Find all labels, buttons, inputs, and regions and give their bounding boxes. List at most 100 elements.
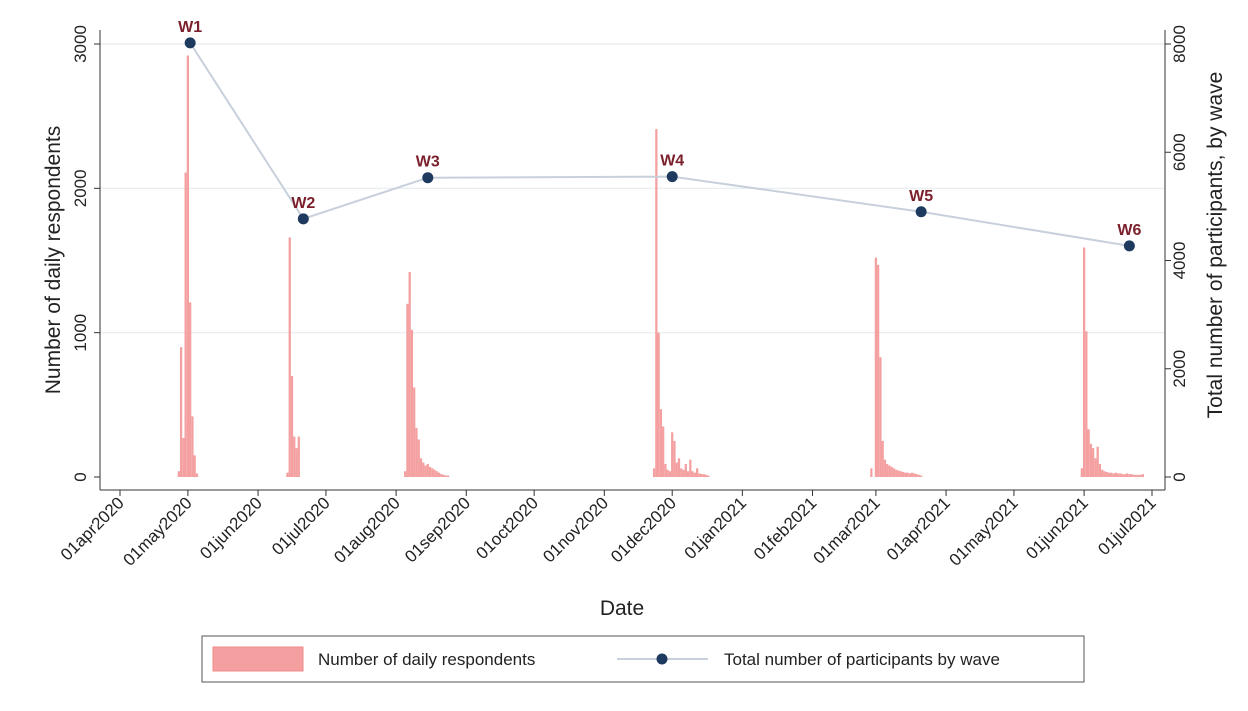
bar-2021-03-13 bbox=[901, 471, 905, 477]
wave-line-group: W1 W2 W3 W4 W5 W6 bbox=[178, 19, 1141, 252]
bar-2021-06-13 bbox=[1110, 472, 1113, 477]
bar-2020-12-01 bbox=[671, 432, 674, 477]
bar-2020-08-17 bbox=[431, 468, 434, 477]
bar-2020-12-03 bbox=[675, 462, 678, 477]
bar-2020-08-11 bbox=[417, 439, 420, 477]
bar-2020-12-14 bbox=[700, 474, 703, 477]
bar-2021-06-15 bbox=[1114, 472, 1117, 477]
wave-marker-W2 bbox=[297, 213, 309, 225]
legend-label-bar: Number of daily respondents bbox=[318, 650, 535, 669]
bar-2020-11-23 bbox=[652, 468, 656, 477]
bar-2021-06-12 bbox=[1107, 472, 1111, 477]
bar-2021-06-27 bbox=[1141, 474, 1145, 477]
bar-2020-12-07 bbox=[684, 464, 687, 477]
bar-2020-08-13 bbox=[422, 462, 425, 477]
bar-2021-06-04 bbox=[1089, 443, 1093, 477]
bar-2021-06-22 bbox=[1130, 474, 1133, 477]
wave-label-W3: W3 bbox=[416, 154, 440, 171]
bar-2021-06-20 bbox=[1125, 473, 1129, 477]
bar-2020-05-03 bbox=[191, 416, 194, 477]
bar-2021-06-21 bbox=[1128, 474, 1131, 477]
bar-2020-05-02 bbox=[189, 302, 192, 477]
bar-2020-08-05 bbox=[404, 471, 407, 477]
bar-2021-03-09 bbox=[892, 468, 896, 477]
legend-swatch-marker bbox=[656, 653, 668, 665]
bar-2020-12-13 bbox=[698, 473, 701, 477]
bar-2020-05-05 bbox=[195, 473, 199, 477]
bar-2021-03-20 bbox=[917, 474, 921, 477]
y-left-tick-label-0: 0 bbox=[71, 472, 90, 481]
y-right-tick-label-4000: 4000 bbox=[1170, 242, 1189, 280]
bar-2020-12-17 bbox=[707, 475, 710, 477]
bar-2020-12-16 bbox=[705, 474, 708, 477]
bar-2021-03-05 bbox=[883, 459, 887, 477]
bar-2021-03-16 bbox=[908, 473, 911, 477]
y-right-tick-label-2000: 2000 bbox=[1170, 350, 1189, 388]
bar-2021-06-23 bbox=[1132, 474, 1136, 477]
bar-2021-03-21 bbox=[920, 475, 923, 477]
bar-2020-04-27 bbox=[177, 471, 180, 477]
wave-label-W1: W1 bbox=[178, 19, 202, 36]
bar-2021-03-19 bbox=[915, 474, 918, 477]
bar-2020-05-01 bbox=[186, 55, 190, 478]
bar-2020-12-12 bbox=[695, 468, 699, 477]
bar-2021-03-07 bbox=[888, 465, 891, 477]
bar-2021-06-17 bbox=[1119, 473, 1122, 477]
bar-2021-06-05 bbox=[1092, 448, 1095, 477]
bar-2020-04-28 bbox=[179, 347, 183, 477]
y-right-tick-label-0: 0 bbox=[1170, 472, 1189, 481]
bar-2021-03-14 bbox=[904, 472, 907, 477]
bar-2021-06-26 bbox=[1139, 474, 1142, 477]
bar-2020-12-15 bbox=[702, 474, 706, 477]
bar-2020-08-12 bbox=[419, 458, 423, 477]
wave-marker-W5 bbox=[915, 206, 927, 218]
bar-2020-12-10 bbox=[691, 471, 694, 477]
bar-2020-08-06 bbox=[406, 303, 409, 477]
bar-2020-08-24 bbox=[447, 475, 450, 477]
bar-2021-06-18 bbox=[1121, 474, 1124, 477]
bar-2020-06-15 bbox=[288, 237, 291, 477]
bar-2020-08-16 bbox=[428, 466, 432, 477]
bar-2021-03-02 bbox=[877, 264, 880, 477]
bar-2020-12-06 bbox=[682, 469, 685, 477]
bar-2020-04-30 bbox=[184, 172, 187, 477]
wave-marker-W1 bbox=[184, 37, 196, 49]
bar-2020-12-05 bbox=[680, 468, 683, 477]
bar-2021-03-10 bbox=[895, 469, 898, 477]
bar-2020-08-19 bbox=[435, 471, 438, 477]
bar-2021-06-08 bbox=[1098, 464, 1102, 477]
bar-2020-08-22 bbox=[442, 474, 445, 477]
bar-2020-06-16 bbox=[290, 375, 294, 477]
bar-2021-06-03 bbox=[1087, 429, 1090, 477]
legend-label-line: Total number of participants by wave bbox=[724, 650, 1000, 669]
bar-2021-03-15 bbox=[906, 472, 909, 477]
bar-2021-06-11 bbox=[1105, 471, 1108, 477]
wave-label-W2: W2 bbox=[291, 195, 315, 212]
bar-2020-06-18 bbox=[295, 448, 298, 477]
bar-2020-12-09 bbox=[689, 459, 692, 477]
y-right-tick-label-8000: 8000 bbox=[1170, 25, 1189, 63]
bar-2020-08-21 bbox=[440, 474, 443, 477]
wave-line bbox=[189, 42, 1130, 247]
bar-2020-11-28 bbox=[664, 464, 667, 477]
bar-2021-03-03 bbox=[879, 357, 882, 477]
y-left-tick-label-3000: 3000 bbox=[71, 25, 90, 63]
bar-2020-12-02 bbox=[673, 440, 676, 477]
bar-2021-06-01 bbox=[1082, 247, 1086, 477]
bar-2020-06-14 bbox=[286, 472, 289, 477]
bar-2021-03-06 bbox=[886, 464, 889, 477]
bar-2021-06-07 bbox=[1096, 446, 1099, 477]
wave-marker-W4 bbox=[666, 171, 678, 183]
bar-2020-12-11 bbox=[693, 472, 696, 477]
bar-2020-11-27 bbox=[662, 426, 665, 477]
bar-2020-11-26 bbox=[659, 409, 663, 477]
bar-2021-06-25 bbox=[1137, 474, 1140, 477]
bar-2021-02-27 bbox=[870, 468, 873, 477]
y-axis-right-title: Total number of participants, by wave bbox=[1204, 72, 1227, 419]
bar-2020-08-18 bbox=[433, 469, 436, 477]
wave-label-W6: W6 bbox=[1117, 222, 1141, 239]
wave-label-W4: W4 bbox=[660, 153, 684, 170]
bar-2020-12-08 bbox=[686, 471, 690, 477]
